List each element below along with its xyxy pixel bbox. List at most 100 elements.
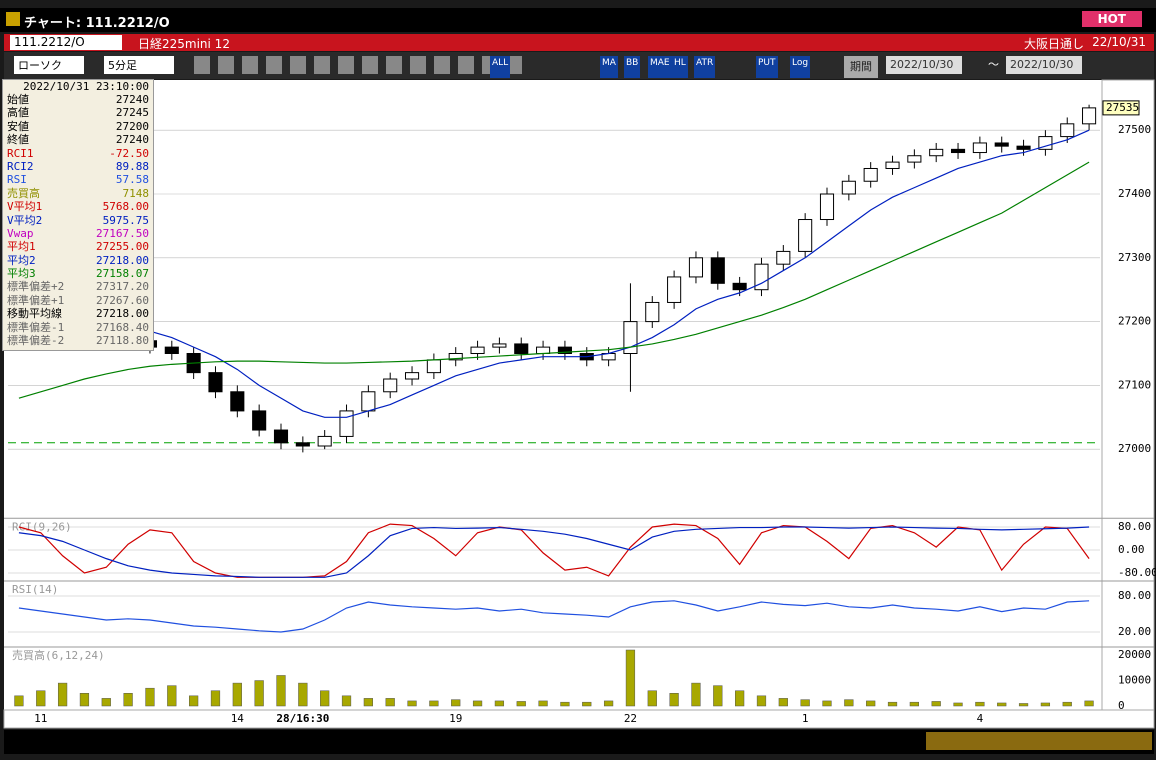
candle	[1060, 123, 1075, 138]
tool-icon[interactable]	[242, 56, 258, 74]
x-tick-label: 22	[624, 712, 637, 725]
volume-bar	[341, 695, 352, 707]
candle	[841, 180, 856, 195]
y-axis-area	[1101, 79, 1155, 711]
y-tick-label: 27200	[1118, 315, 1151, 328]
candle	[1016, 145, 1031, 150]
info-label: 平均3	[7, 267, 36, 281]
x-tick-label: 14	[231, 712, 245, 725]
volume-bar	[232, 682, 242, 707]
info-label: 標準偏差-2	[7, 334, 65, 348]
tool-icon[interactable]	[218, 56, 234, 74]
info-row: 平均2 27218.00	[3, 254, 153, 267]
to-date[interactable]: 2022/10/30	[1006, 56, 1082, 74]
hot-button[interactable]: HOT	[1081, 11, 1142, 27]
tool-icon[interactable]	[410, 56, 426, 74]
candle	[710, 257, 725, 284]
info-row: 高値 27245	[3, 106, 153, 119]
info-value: 27118.80	[96, 334, 149, 348]
y-tick-label: 27100	[1118, 378, 1151, 391]
candle	[798, 219, 813, 252]
candle	[426, 359, 441, 374]
info-value: 27167.50	[96, 226, 149, 240]
tool-icon[interactable]	[194, 56, 210, 74]
interval-select[interactable]: 5分足	[104, 56, 174, 74]
info-row: RCI1 -72.50	[3, 147, 153, 160]
candle	[972, 142, 987, 154]
header-date: 22/10/31	[1092, 35, 1146, 49]
x-tick-label: 11	[34, 712, 47, 725]
volume-bar	[429, 700, 439, 707]
tool-icon[interactable]	[362, 56, 378, 74]
info-label: 標準偏差+1	[7, 293, 65, 307]
volume-bar	[822, 700, 832, 707]
info-row: 標準偏差-1 27168.40	[3, 321, 153, 334]
volume-bar	[625, 649, 636, 707]
from-date[interactable]: 2022/10/30	[886, 56, 962, 74]
candle	[208, 372, 223, 393]
last-price-box	[1102, 100, 1140, 116]
volume-bar	[145, 687, 155, 707]
info-value: 27240	[115, 93, 149, 106]
tool-button[interactable]: HL	[672, 56, 688, 78]
x-axis-area	[3, 709, 1155, 729]
volume-bar	[647, 690, 657, 707]
candle	[994, 142, 1009, 147]
candle	[885, 161, 900, 169]
x-tick-label: 1	[802, 712, 809, 725]
info-row: 安値 27200	[3, 120, 153, 133]
info-row: 売買高 7148	[3, 187, 153, 200]
info-row: 平均3 27158.07	[3, 267, 153, 280]
volume-bar	[887, 701, 898, 707]
info-value: 7148	[122, 186, 150, 200]
tool-icon[interactable]	[386, 56, 402, 74]
info-label: 移動平均線	[7, 307, 62, 321]
tool-button[interactable]: ALL	[490, 56, 511, 78]
tool-icon[interactable]	[314, 56, 330, 74]
tool-icon[interactable]	[434, 56, 450, 74]
volume-bar	[603, 700, 614, 707]
volume-bar	[363, 698, 373, 707]
tool-icon[interactable]	[290, 56, 306, 74]
info-label: 始値	[7, 93, 29, 106]
info-label: 標準偏差+2	[7, 280, 65, 294]
info-value: 27218.00	[96, 307, 149, 321]
candle	[776, 250, 791, 265]
tool-button[interactable]: MA	[600, 56, 618, 78]
volume-bar	[800, 699, 810, 707]
tool-icon[interactable]	[266, 56, 282, 74]
tool-button[interactable]: ATR	[694, 56, 716, 78]
candle	[950, 148, 966, 154]
info-value: -72.50	[109, 146, 149, 160]
info-value: 27200	[115, 119, 149, 133]
y-tick-label: 20.00	[1118, 625, 1151, 638]
scroll-thumb[interactable]	[926, 732, 1152, 750]
info-row: 標準偏差+1 27267.60	[3, 294, 153, 307]
volume-bar	[778, 698, 788, 707]
volume-bar	[582, 701, 592, 707]
info-label: RSI	[7, 173, 27, 187]
tool-button[interactable]: PUT	[756, 56, 778, 78]
series-line	[18, 600, 1090, 633]
volume-bar	[1084, 700, 1094, 707]
candle	[404, 372, 420, 380]
volume-bar	[560, 701, 570, 707]
info-row: V平均1 5768.00	[3, 200, 153, 213]
y-tick-label: 27000	[1118, 442, 1151, 455]
tool-icon[interactable]	[338, 56, 354, 74]
candle	[907, 155, 922, 163]
tool-button[interactable]: MAE	[648, 56, 672, 78]
candle	[448, 352, 463, 361]
candle	[361, 391, 376, 412]
chart-kind-select[interactable]: ローソク	[14, 56, 84, 74]
tool-icon[interactable]	[458, 56, 474, 74]
candle	[819, 193, 835, 221]
tool-button[interactable]: Log	[790, 56, 811, 78]
tool-button[interactable]: BB	[624, 56, 641, 78]
symbol-input[interactable]: 111.2212/O	[10, 35, 122, 50]
volume-bar	[254, 680, 264, 707]
volume-bar	[14, 695, 24, 707]
candle	[1038, 136, 1053, 150]
period-button[interactable]: 期間	[844, 56, 878, 78]
info-label: RCI1	[7, 146, 34, 160]
